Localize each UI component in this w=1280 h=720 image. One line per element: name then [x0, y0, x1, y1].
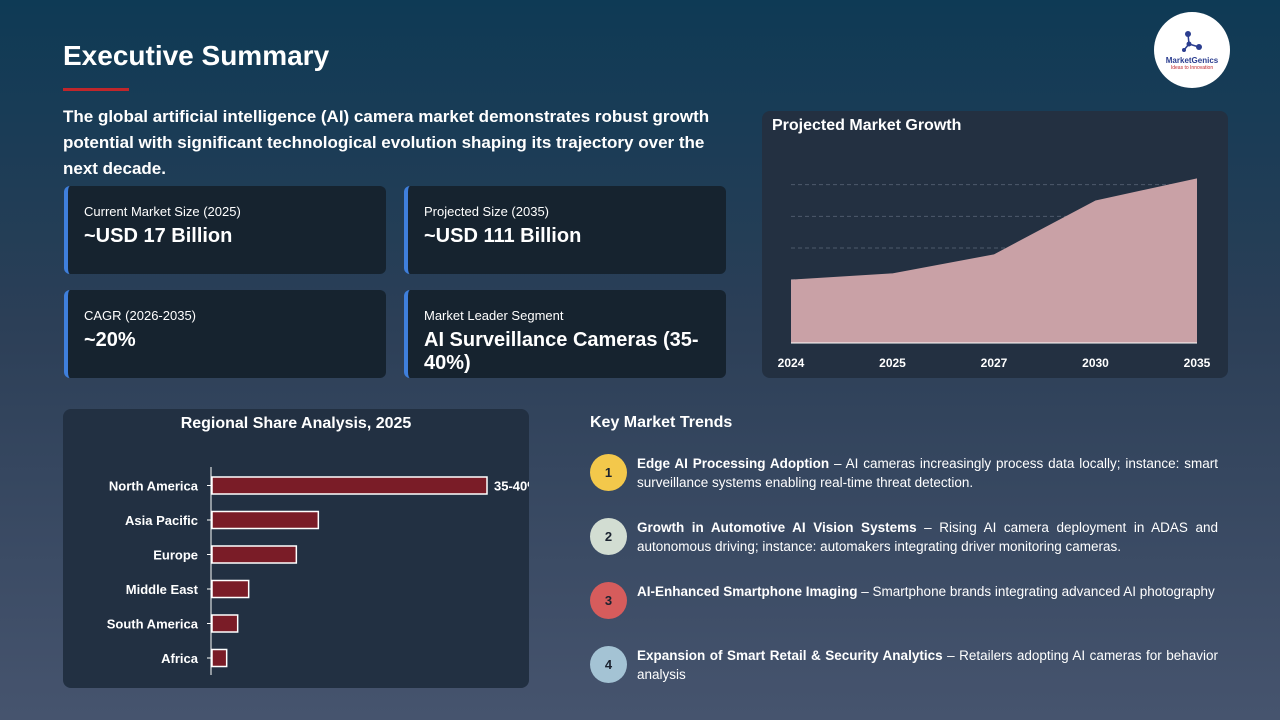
category-label: South America — [107, 617, 199, 632]
trend-text: Growth in Automotive AI Vision Systems –… — [637, 518, 1218, 556]
stat-label: CAGR (2026-2035) — [84, 308, 196, 323]
trend-description: – AI cameras increasingly process data l… — [637, 456, 1218, 490]
trend-description: – Retailers adopting AI cameras for beha… — [637, 648, 1218, 682]
region-bar — [211, 614, 239, 633]
chart-title: Projected Market Growth — [772, 117, 962, 134]
region-bar — [211, 510, 320, 530]
growth-area — [791, 178, 1197, 343]
trend-heading: AI-Enhanced Smartphone Imaging — [637, 584, 858, 599]
region-bar — [211, 545, 298, 564]
trend-heading: Edge AI Processing Adoption — [637, 456, 830, 471]
region-bar — [211, 579, 250, 599]
x-tick-label: 2025 — [879, 356, 906, 370]
x-tick-label: 2027 — [981, 356, 1008, 370]
title-underline — [63, 88, 129, 91]
category-label: Africa — [161, 651, 199, 666]
trend-heading: Growth in Automotive AI Vision Systems — [637, 520, 917, 535]
x-tick-label: 2024 — [778, 356, 805, 370]
logo-name: MarketGenics — [1165, 55, 1219, 65]
trend-number-badge: 2 — [590, 518, 627, 555]
stat-card-projected-size: Projected Size (2035) ~USD 111 Billion — [404, 186, 726, 274]
data-label: 35-40% — [494, 479, 529, 494]
regional-share-panel: North America 35-40% Asia Pacific Europe Mid… — [63, 409, 529, 688]
regional-share-chart: North America 35-40% Asia Pacific Europe Mid… — [107, 467, 529, 675]
stat-value: ~USD 17 Billion — [84, 225, 233, 247]
trend-item: 4 Expansion of Smart Retail & Security A… — [590, 646, 1218, 690]
page-title: Executive Summary — [63, 40, 330, 71]
trends-title: Key Market Trends — [590, 414, 733, 431]
trend-item: 2 Growth in Automotive AI Vision Systems… — [590, 518, 1218, 562]
company-logo: MarketGenics Ideas to Innovation — [1154, 12, 1230, 88]
region-bar — [211, 476, 488, 495]
stat-card-cagr: CAGR (2026-2035) ~20% — [64, 290, 386, 378]
chart-title: Regional Share Analysis, 2025 — [180, 415, 412, 432]
stat-label: Market Leader Segment — [424, 308, 564, 323]
trend-text: AI-Enhanced Smartphone Imaging – Smartph… — [637, 582, 1218, 601]
trend-heading: Expansion of Smart Retail & Security Ana… — [637, 648, 943, 663]
molecule-network-icon — [1182, 30, 1202, 52]
projected-growth-panel: 2024 2025 2027 2030 2035 Projected Market Gr… — [762, 111, 1228, 378]
trend-number-badge: 1 — [590, 454, 627, 491]
trend-item: 1 Edge AI Processing Adoption – AI camer… — [590, 454, 1218, 498]
stat-value: AI Surveillance Cameras (35-40%) — [424, 329, 699, 374]
trend-item: 3 AI-Enhanced Smartphone Imaging – Smart… — [590, 582, 1218, 626]
stat-card-leader-segment: Market Leader Segment AI Surveillance Ca… — [404, 290, 726, 378]
trend-text: Edge AI Processing Adoption – AI cameras… — [637, 454, 1218, 492]
trend-description: – Smartphone brands integrating advanced… — [857, 584, 1215, 599]
logo-tagline: Ideas to Innovation — [1170, 64, 1214, 71]
stat-label: Projected Size (2035) — [424, 204, 550, 219]
category-label: Middle East — [126, 582, 199, 597]
category-label: North America — [109, 479, 199, 494]
stat-value: ~20% — [84, 329, 136, 351]
projected-growth-chart: 2024 2025 2027 2030 2035 — [778, 178, 1211, 370]
stat-label: Current Market Size (2025) — [84, 204, 241, 219]
category-label: Europe — [153, 548, 198, 563]
region-bar — [211, 648, 228, 668]
stat-value: ~USD 111 Billion — [424, 225, 582, 247]
x-tick-label: 2035 — [1184, 356, 1211, 370]
trend-text: Expansion of Smart Retail & Security Ana… — [637, 646, 1218, 684]
x-tick-label: 2030 — [1082, 356, 1109, 370]
trend-number-badge: 4 — [590, 646, 627, 683]
stat-card-current-size: Current Market Size (2025) ~USD 17 Billi… — [64, 186, 386, 274]
category-label: Asia Pacific — [125, 513, 198, 528]
intro-text: The global artificial intelligence (AI) … — [63, 107, 710, 178]
trend-description: – Rising AI camera deployment in ADAS an… — [637, 520, 1218, 554]
trend-number-badge: 3 — [590, 582, 627, 619]
